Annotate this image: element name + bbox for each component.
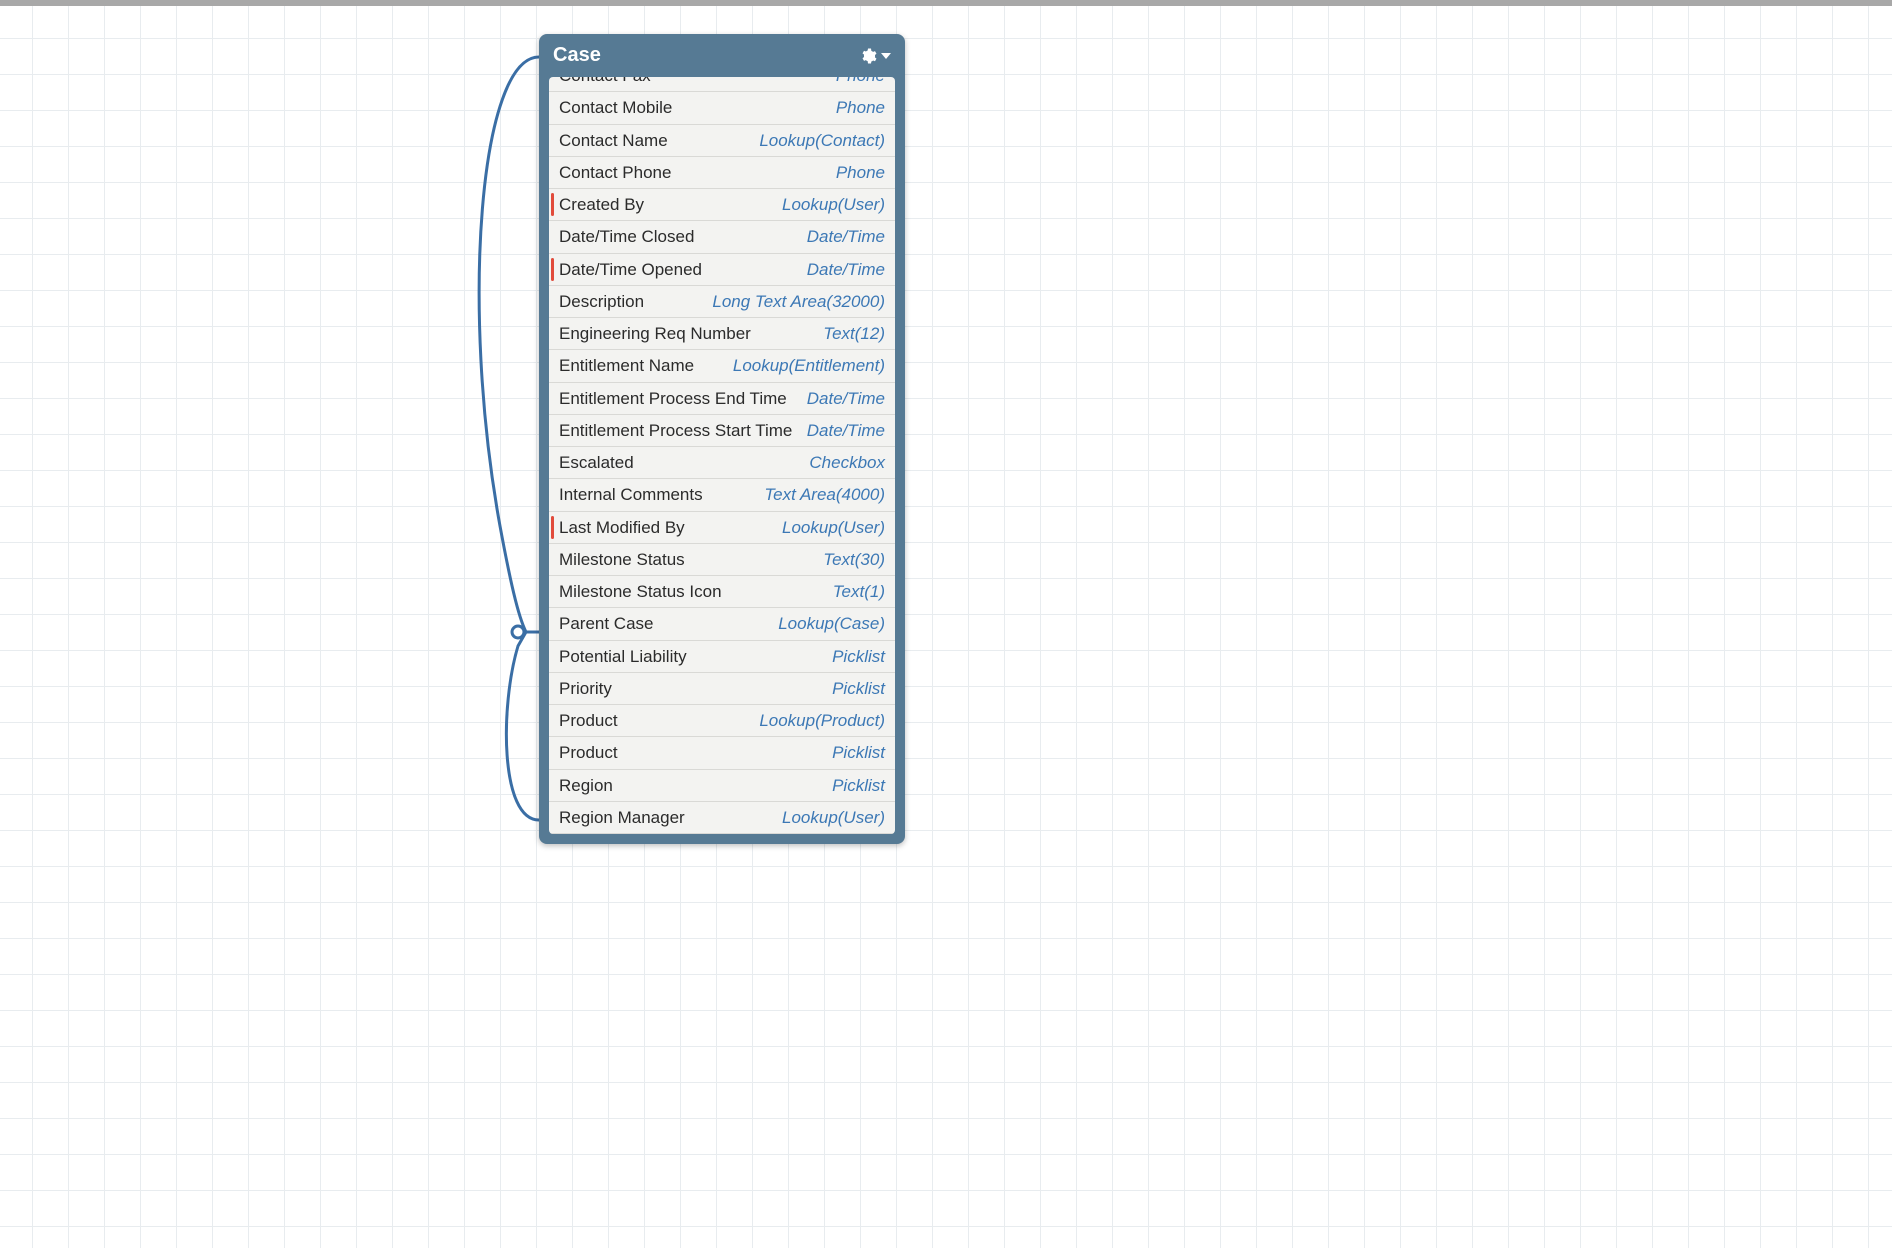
field-type: Long Text Area(32000) — [712, 291, 885, 312]
field-type: Picklist — [832, 646, 885, 667]
field-label: Entitlement Process Start Time — [559, 420, 792, 441]
connector-line — [506, 632, 539, 820]
required-marker — [551, 193, 554, 216]
field-type: Checkbox — [809, 452, 885, 473]
field-label: Internal Comments — [559, 484, 703, 505]
field-row[interactable]: Last Modified By Lookup(User) — [549, 512, 895, 544]
field-label: Contact Mobile — [559, 97, 672, 118]
required-marker — [551, 258, 554, 281]
field-list[interactable]: Contact FaxPhoneContact MobilePhoneConta… — [549, 77, 895, 834]
field-label: Milestone Status Icon — [559, 581, 722, 602]
field-label: Date/Time Opened — [559, 259, 702, 280]
field-type: Lookup(User) — [782, 807, 885, 828]
gear-icon — [859, 47, 877, 65]
field-row[interactable]: Contact Phone Phone — [549, 157, 895, 189]
field-type: Lookup(Entitlement) — [733, 355, 885, 376]
field-row[interactable]: Milestone Status Icon Text(1) — [549, 576, 895, 608]
field-label: Priority — [559, 678, 612, 699]
field-row[interactable]: Entitlement Name Lookup(Entitlement) — [549, 350, 895, 382]
connector-endpoint — [512, 626, 524, 638]
required-marker — [551, 516, 554, 539]
field-label: Contact Name — [559, 130, 668, 151]
field-row[interactable]: Description Long Text Area(32000) — [549, 286, 895, 318]
field-row[interactable]: Entitlement Process Start Time Date/Time — [549, 415, 895, 447]
field-label: Created By — [559, 194, 644, 215]
field-label: Product — [559, 742, 618, 763]
field-type: Picklist — [832, 678, 885, 699]
field-label: Engineering Req Number — [559, 323, 751, 344]
field-type: Date/Time — [807, 388, 885, 409]
field-label: Last Modified By — [559, 517, 685, 538]
field-row[interactable]: Potential Liability Picklist — [549, 641, 895, 673]
connector-line — [479, 57, 539, 632]
field-label: Product — [559, 710, 618, 731]
field-row[interactable]: Milestone Status Text(30) — [549, 544, 895, 576]
field-label: Entitlement Name — [559, 355, 694, 376]
field-type: Lookup(Case) — [778, 613, 885, 634]
relationship-connectors — [0, 6, 1892, 1254]
field-row[interactable]: Contact Mobile Phone — [549, 92, 895, 124]
field-label: Contact Phone — [559, 162, 671, 183]
field-label: Milestone Status — [559, 549, 685, 570]
field-label: Escalated — [559, 452, 634, 473]
field-row[interactable]: Priority Picklist — [549, 673, 895, 705]
field-row[interactable]: Entitlement Process End Time Date/Time — [549, 383, 895, 415]
field-label: Region Manager — [559, 807, 685, 828]
field-type: Text(30) — [823, 549, 885, 570]
object-card-body: Contact FaxPhoneContact MobilePhoneConta… — [549, 77, 895, 834]
field-row[interactable]: Contact Name Lookup(Contact) — [549, 125, 895, 157]
field-row[interactable]: Escalated Checkbox — [549, 447, 895, 479]
field-row[interactable]: Product Picklist — [549, 737, 895, 769]
field-label: Description — [559, 291, 644, 312]
field-row[interactable]: Parent Case Lookup(Case) — [549, 608, 895, 640]
field-type: Date/Time — [807, 420, 885, 441]
field-type: Date/Time — [807, 226, 885, 247]
chevron-down-icon — [881, 53, 891, 59]
object-card-title: Case — [553, 44, 601, 67]
field-type: Lookup(Contact) — [759, 130, 885, 151]
field-type: Date/Time — [807, 259, 885, 280]
field-type: Text(12) — [823, 323, 885, 344]
object-card-header[interactable]: Case — [539, 34, 905, 77]
object-card-menu-button[interactable] — [859, 47, 891, 65]
field-type: Phone — [836, 77, 885, 86]
field-row[interactable]: Date/Time Opened Date/Time — [549, 254, 895, 286]
field-row[interactable]: Region Manager Lookup(User) — [549, 802, 895, 834]
field-type: Picklist — [832, 775, 885, 796]
field-type: Picklist — [832, 742, 885, 763]
field-type: Text(1) — [833, 581, 885, 602]
field-row[interactable]: Region Picklist — [549, 770, 895, 802]
field-row[interactable]: Internal Comments Text Area(4000) — [549, 479, 895, 511]
field-row[interactable]: Created By Lookup(User) — [549, 189, 895, 221]
field-label: Entitlement Process End Time — [559, 388, 787, 409]
field-type: Phone — [836, 162, 885, 183]
field-type: Lookup(User) — [782, 517, 885, 538]
field-label: Date/Time Closed — [559, 226, 694, 247]
field-type: Lookup(Product) — [759, 710, 885, 731]
field-type: Lookup(User) — [782, 194, 885, 215]
field-row[interactable]: Date/Time Closed Date/Time — [549, 221, 895, 253]
field-row[interactable]: Contact Fax Phone — [549, 77, 895, 92]
field-label: Contact Fax — [559, 77, 651, 86]
field-row[interactable]: Product Lookup(Product) — [549, 705, 895, 737]
schema-canvas[interactable]: Case Contact Fax Phone Contact Mobile Phone… — [0, 6, 1892, 1248]
field-type: Phone — [836, 97, 885, 118]
field-row[interactable]: Engineering Req Number Text(12) — [549, 318, 895, 350]
field-label: Potential Liability — [559, 646, 687, 667]
field-type: Text Area(4000) — [764, 484, 885, 505]
field-label: Parent Case — [559, 613, 654, 634]
field-label: Region — [559, 775, 613, 796]
object-card-case[interactable]: Case Contact Fax Phone Contact Mobile Phone… — [539, 34, 905, 844]
